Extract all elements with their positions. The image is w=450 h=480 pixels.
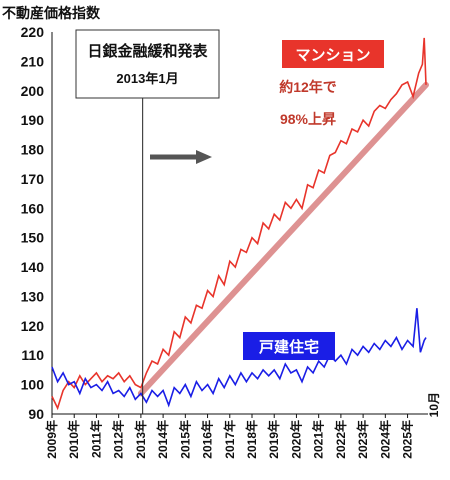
y-ticks: 90 100 110 120 130 140 150 160 170 180 190 200 210 22… [21, 24, 45, 422]
x-tick-label: 2022年 [333, 420, 348, 459]
detached-badge [243, 332, 335, 360]
event-box-line1: 日銀金融緩和発表 [87, 42, 208, 60]
mansion-note-line1: 約12年で [279, 79, 337, 95]
x-tick-label: 2012年 [111, 420, 126, 459]
x-tick-label: 2020年 [288, 420, 303, 459]
x-tick-label: 2014年 [155, 420, 170, 459]
y-tick-label: 140 [21, 259, 45, 275]
y-tick-label: 210 [21, 53, 45, 69]
y-axis-title: 不動産価格指数 [2, 5, 101, 21]
x-tick-label: 2016年 [200, 420, 215, 459]
x-tick-label: 2023年 [355, 420, 370, 459]
y-tick-label: 150 [21, 230, 45, 246]
x-tick-label: 2015年 [177, 420, 192, 459]
x-end-label: 10月 [427, 392, 441, 417]
mansion-note-line2: 98%上昇 [280, 111, 336, 127]
x-tick-label: 2013年 [133, 420, 148, 459]
y-tick-label: 160 [21, 200, 45, 216]
y-tick-label: 90 [28, 406, 44, 422]
y-tick-label: 120 [21, 318, 45, 334]
x-tick-label: 2024年 [377, 420, 392, 459]
mansion-badge [282, 40, 384, 68]
x-tick-label: 2011年 [88, 420, 103, 458]
y-tick-label: 110 [21, 347, 44, 363]
x-tick-label: 2019年 [266, 420, 281, 459]
x-tick-label: 2018年 [244, 420, 259, 459]
y-tick-label: 100 [21, 377, 45, 393]
y-tick-label: 180 [21, 142, 45, 158]
series-mansion-line [51, 37, 427, 411]
x-ticks: 2009年 2010年 2011年 2012年 2013年 2014年 2015年 2016年… [44, 414, 415, 459]
x-tick-label: 2017年 [222, 420, 237, 459]
y-tick-label: 130 [21, 288, 45, 304]
y-tick-label: 190 [21, 112, 45, 128]
event-box-line2: 2013年1月 [116, 71, 178, 86]
y-tick-label: 200 [21, 83, 45, 99]
y-tick-label: 170 [21, 171, 45, 187]
x-tick-label: 2021年 [311, 420, 326, 459]
x-tick-label: 2010年 [66, 420, 81, 459]
event-box [75, 29, 220, 99]
y-tick-label: 220 [21, 24, 45, 40]
mansion-badge-label: マンション [295, 47, 370, 64]
right-arrow-icon [150, 150, 212, 164]
detached-badge-label: 戸建住宅 [259, 338, 319, 356]
x-tick-label: 2025年 [400, 420, 415, 459]
x-tick-label: 2009年 [44, 420, 59, 459]
series-detached-line [51, 308, 427, 408]
trend-arrow-line [137, 81, 429, 397]
